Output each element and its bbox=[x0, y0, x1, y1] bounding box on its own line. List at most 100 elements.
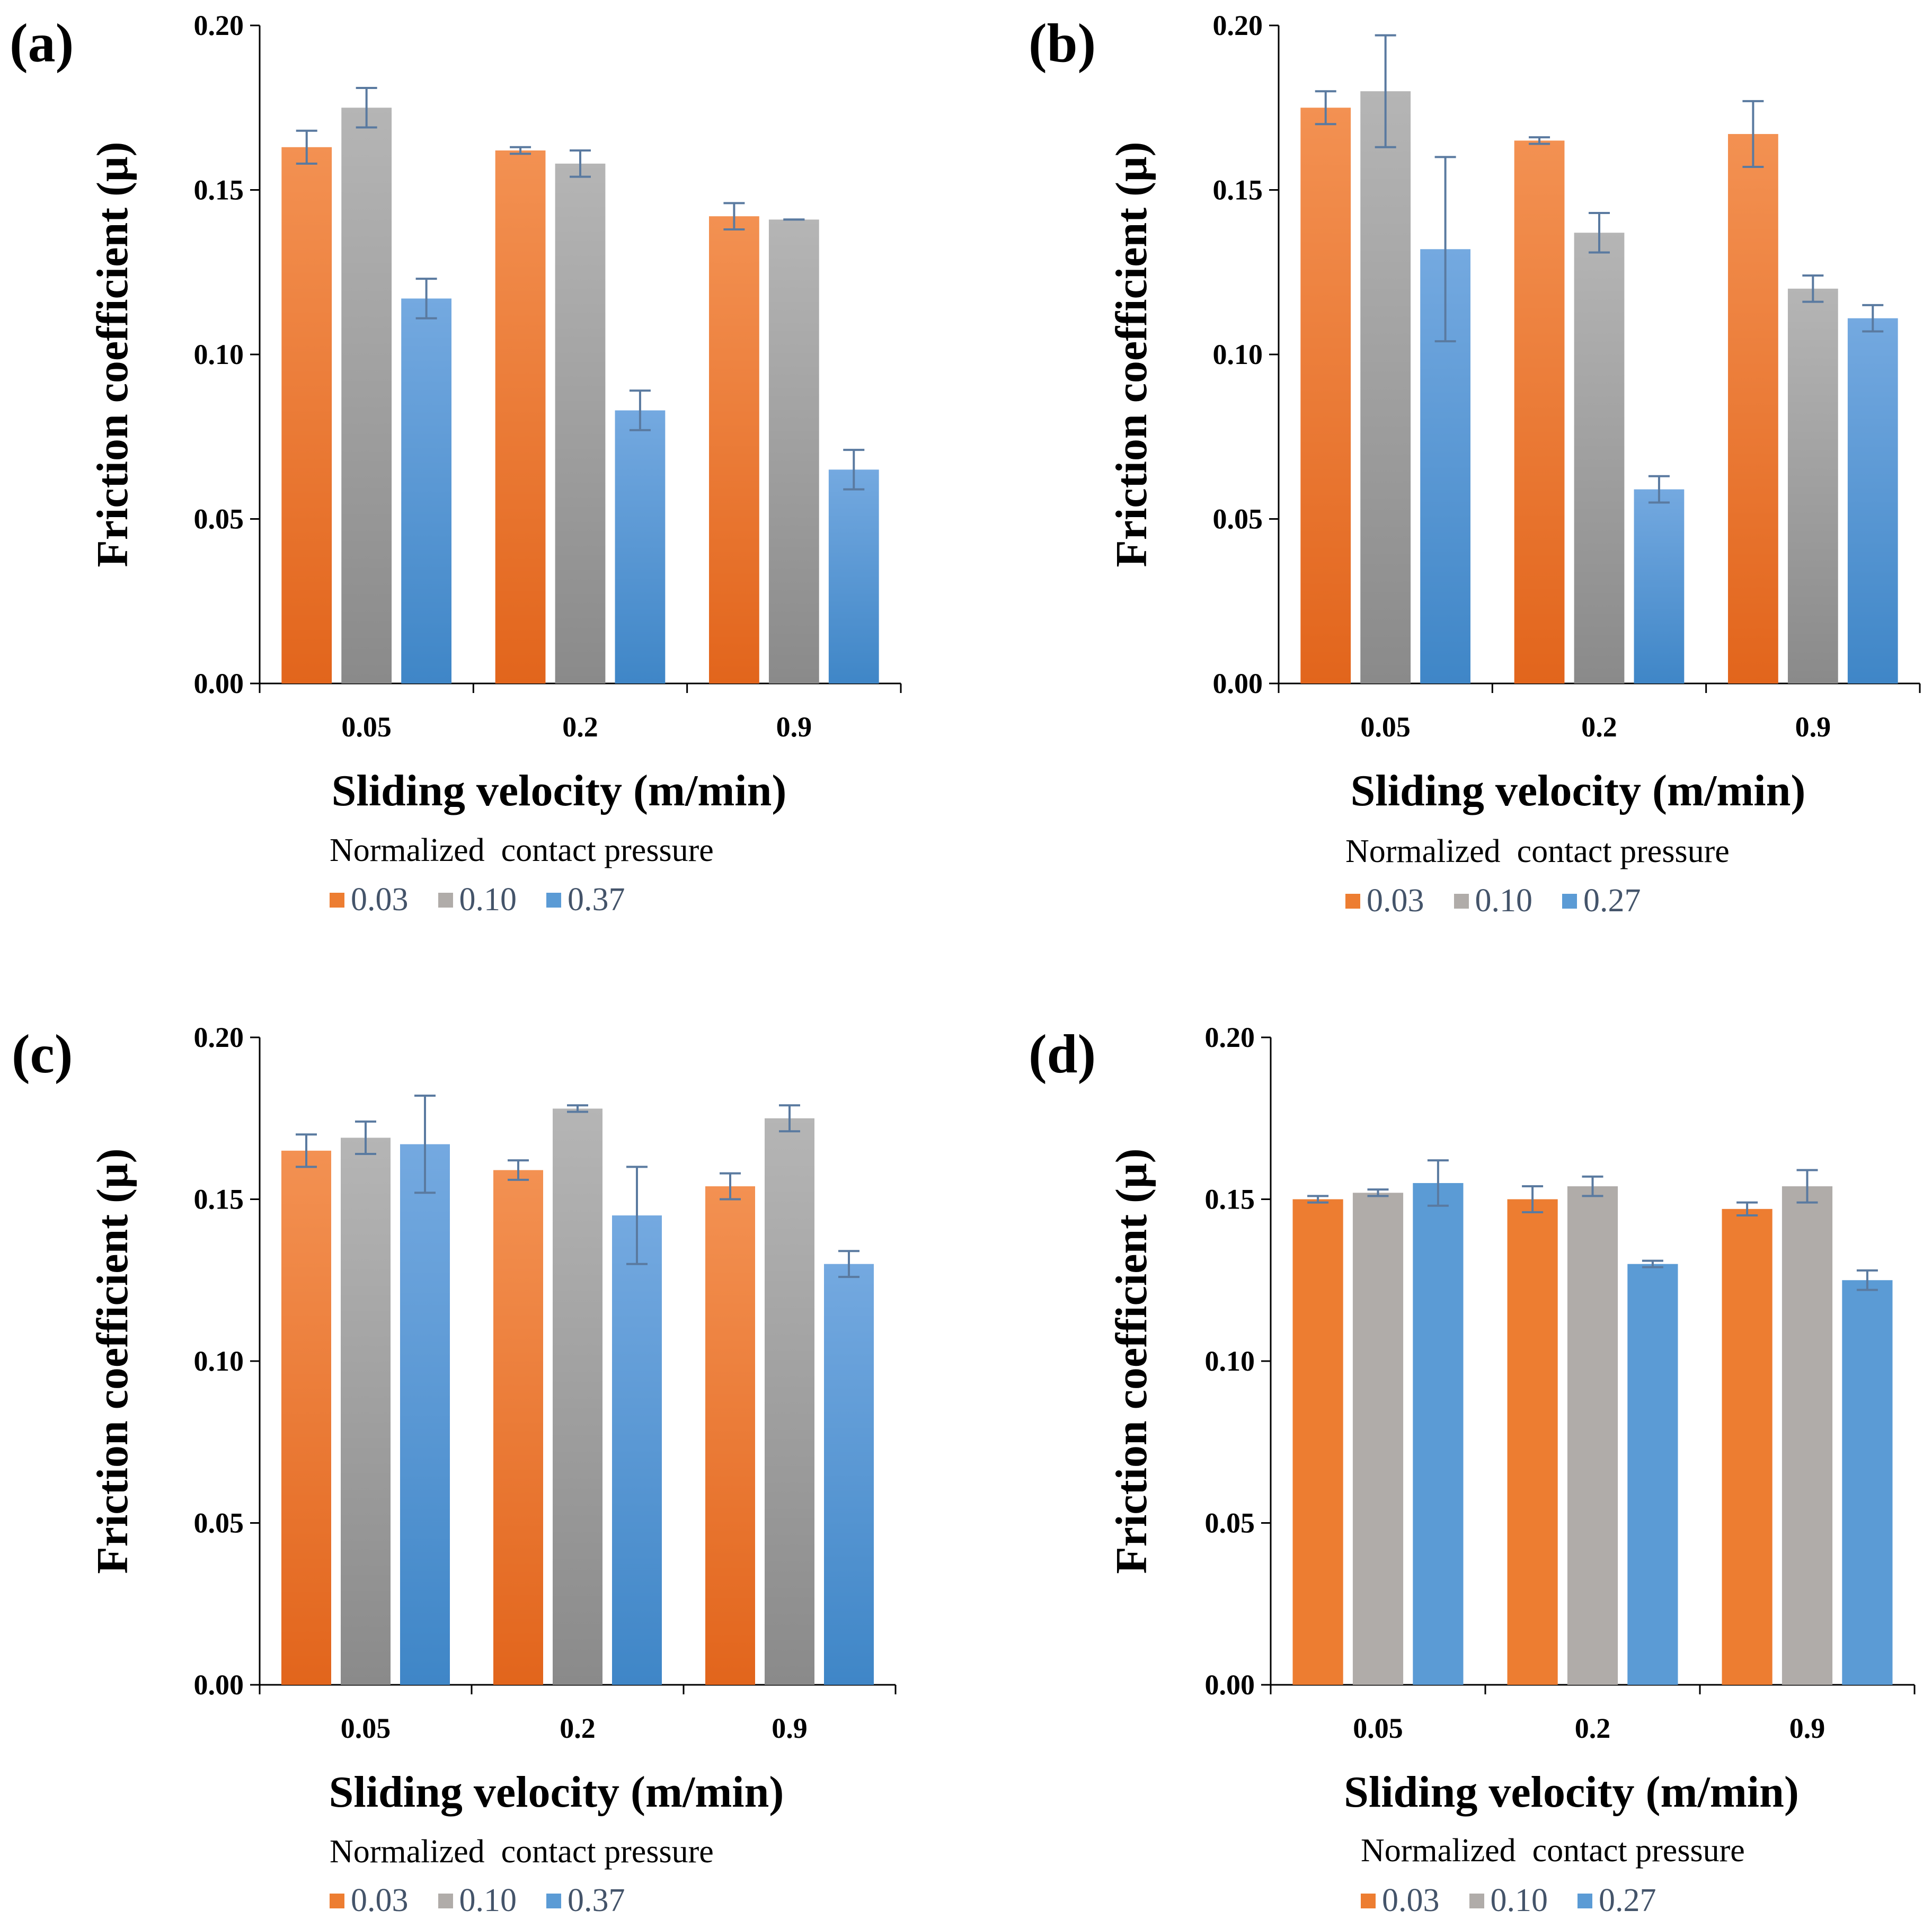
bar bbox=[612, 1215, 662, 1685]
legend-label: 0.10 bbox=[459, 1882, 517, 1918]
x-axis-title: Sliding velocity (m/min) bbox=[1344, 1767, 1799, 1817]
panel-label-b: (b) bbox=[1029, 13, 1096, 74]
y-tick-label: 0.00 bbox=[194, 668, 244, 699]
y-tick-label: 0.15 bbox=[1205, 1184, 1255, 1215]
bar bbox=[555, 163, 606, 683]
panel-label-d: (d) bbox=[1029, 1024, 1096, 1085]
bar bbox=[281, 147, 332, 683]
legend-swatch-icon bbox=[330, 1893, 344, 1908]
panel-label-c: (c) bbox=[12, 1024, 73, 1085]
legend-swatch-icon bbox=[1577, 1893, 1592, 1908]
x-tick-label: 0.2 bbox=[1575, 1712, 1611, 1744]
legend-item-c-1: 0.10 bbox=[438, 1882, 517, 1920]
legend-item-b-1: 0.10 bbox=[1454, 882, 1533, 920]
legend-label: 0.10 bbox=[1490, 1882, 1548, 1918]
y-tick-label: 0.20 bbox=[1205, 1021, 1255, 1053]
legend-item-d-0: 0.03 bbox=[1361, 1882, 1440, 1920]
bar bbox=[1627, 1264, 1678, 1685]
legend-label: 0.03 bbox=[351, 882, 409, 918]
x-tick-label: 0.2 bbox=[562, 711, 598, 743]
legend-item-a-1: 0.10 bbox=[438, 881, 517, 919]
legend-label: 0.03 bbox=[1382, 1882, 1440, 1918]
y-tick-label: 0.15 bbox=[194, 1184, 244, 1215]
x-tick-label: 0.2 bbox=[1581, 711, 1617, 743]
chart-svg-a: 0.00 0.05 0.10 0.15 0.20 0.05 0.2 0.9 Friction c… bbox=[88, 10, 902, 815]
y-tick-label: 0.05 bbox=[194, 1507, 244, 1539]
bar bbox=[709, 216, 759, 683]
legend-label: 0.10 bbox=[1475, 883, 1533, 919]
legend-swatch-icon bbox=[438, 1893, 453, 1908]
legend-title-d: Normalized contact pressure bbox=[1361, 1833, 1745, 1869]
legend-item-c-2: 0.37 bbox=[546, 1882, 625, 1920]
bar bbox=[493, 1170, 543, 1685]
bar bbox=[1300, 108, 1351, 683]
legend-label: 0.27 bbox=[1599, 1882, 1656, 1918]
bar bbox=[553, 1108, 602, 1685]
legend-swatch-icon bbox=[438, 892, 453, 908]
x-tick-label: 0.05 bbox=[1360, 711, 1411, 743]
legend-swatch-icon bbox=[1361, 1893, 1376, 1908]
chart-svg-c: 0.00 0.05 0.10 0.15 0.20 0.05 0.2 0.9 Friction c… bbox=[88, 1021, 897, 1817]
x-tick-label: 0.9 bbox=[772, 1712, 808, 1744]
legend-title-a: Normalized contact pressure bbox=[330, 832, 714, 868]
legend-swatch-icon bbox=[1562, 893, 1577, 909]
legend-title-b: Normalized contact pressure bbox=[1345, 833, 1730, 869]
panel-label-a: (a) bbox=[10, 13, 74, 74]
chart-panel-c: (c) 0.00 0.05 0.10 0.15 0.20 0.05 0.2 0.9 Fricti… bbox=[0, 1007, 966, 1928]
y-axis-title: Friction coefficient (μ) bbox=[1107, 141, 1156, 567]
bar bbox=[765, 1118, 814, 1685]
bar bbox=[615, 410, 666, 683]
x-tick-label: 0.9 bbox=[1795, 711, 1831, 743]
y-tick-label: 0.10 bbox=[194, 1345, 244, 1377]
bar bbox=[400, 1144, 450, 1685]
y-tick-label: 0.10 bbox=[1213, 339, 1263, 370]
chart-panel-b: (b) 0.00 0.05 0.10 0.15 0.20 0.05 0.2 0.9 Fricti… bbox=[1019, 0, 1932, 954]
bar bbox=[1413, 1183, 1464, 1685]
legend-swatch-icon bbox=[1454, 893, 1469, 909]
y-tick-label: 0.10 bbox=[1205, 1345, 1255, 1377]
bar bbox=[768, 219, 819, 683]
bar bbox=[341, 1138, 391, 1685]
x-tick-label: 0.05 bbox=[341, 1712, 391, 1744]
y-tick-label: 0.20 bbox=[194, 1021, 244, 1053]
legend-b: 0.03 0.10 0.27 bbox=[1345, 882, 1641, 920]
legend-d: 0.03 0.10 0.27 bbox=[1361, 1882, 1656, 1920]
legend-label: 0.27 bbox=[1583, 883, 1641, 919]
legend-label: 0.03 bbox=[351, 1882, 409, 1918]
chart-svg-d: 0.00 0.05 0.10 0.15 0.20 0.05 0.2 0.9 Friction c… bbox=[1107, 1021, 1916, 1817]
legend-label: 0.03 bbox=[1367, 883, 1424, 919]
bar bbox=[401, 298, 451, 683]
bar bbox=[1567, 1186, 1618, 1685]
chart-svg-b: 0.00 0.05 0.10 0.15 0.20 0.05 0.2 0.9 Friction c… bbox=[1107, 10, 1921, 815]
bar bbox=[1292, 1199, 1343, 1685]
legend-swatch-icon bbox=[1345, 893, 1360, 909]
bar bbox=[1514, 140, 1565, 684]
bar bbox=[1728, 134, 1778, 684]
y-axis-title: Friction coefficient (μ) bbox=[1107, 1148, 1156, 1574]
bar bbox=[1842, 1280, 1893, 1685]
bar bbox=[1722, 1209, 1773, 1685]
legend-swatch-icon bbox=[546, 892, 561, 908]
x-axis-title: Sliding velocity (m/min) bbox=[332, 766, 787, 815]
legend-swatch-icon bbox=[330, 892, 344, 908]
legend-item-c-0: 0.03 bbox=[330, 1882, 409, 1920]
chart-panel-a: (a) 0.00 0.05 0.10 0.15 0.20 0.05 0.2 0.9 Fricti… bbox=[0, 0, 966, 954]
legend-item-d-1: 0.10 bbox=[1469, 1882, 1548, 1920]
legend-swatch-icon bbox=[1469, 1893, 1484, 1908]
bar bbox=[1574, 233, 1625, 684]
y-tick-label: 0.05 bbox=[194, 503, 244, 535]
y-tick-label: 0.00 bbox=[1213, 668, 1263, 699]
y-tick-label: 0.00 bbox=[1205, 1669, 1255, 1701]
y-tick-label: 0.05 bbox=[1205, 1507, 1255, 1539]
y-tick-label: 0.15 bbox=[194, 174, 244, 206]
legend-item-a-0: 0.03 bbox=[330, 881, 409, 919]
y-tick-label: 0.05 bbox=[1213, 503, 1263, 535]
legend-item-b-2: 0.27 bbox=[1562, 882, 1641, 920]
legend-item-b-0: 0.03 bbox=[1345, 882, 1424, 920]
bar bbox=[1634, 489, 1685, 683]
bar bbox=[824, 1264, 874, 1685]
y-tick-label: 0.20 bbox=[194, 10, 244, 41]
x-axis-title: Sliding velocity (m/min) bbox=[329, 1767, 784, 1817]
x-tick-label: 0.2 bbox=[560, 1712, 596, 1744]
legend-a: 0.03 0.10 0.37 bbox=[330, 881, 625, 919]
